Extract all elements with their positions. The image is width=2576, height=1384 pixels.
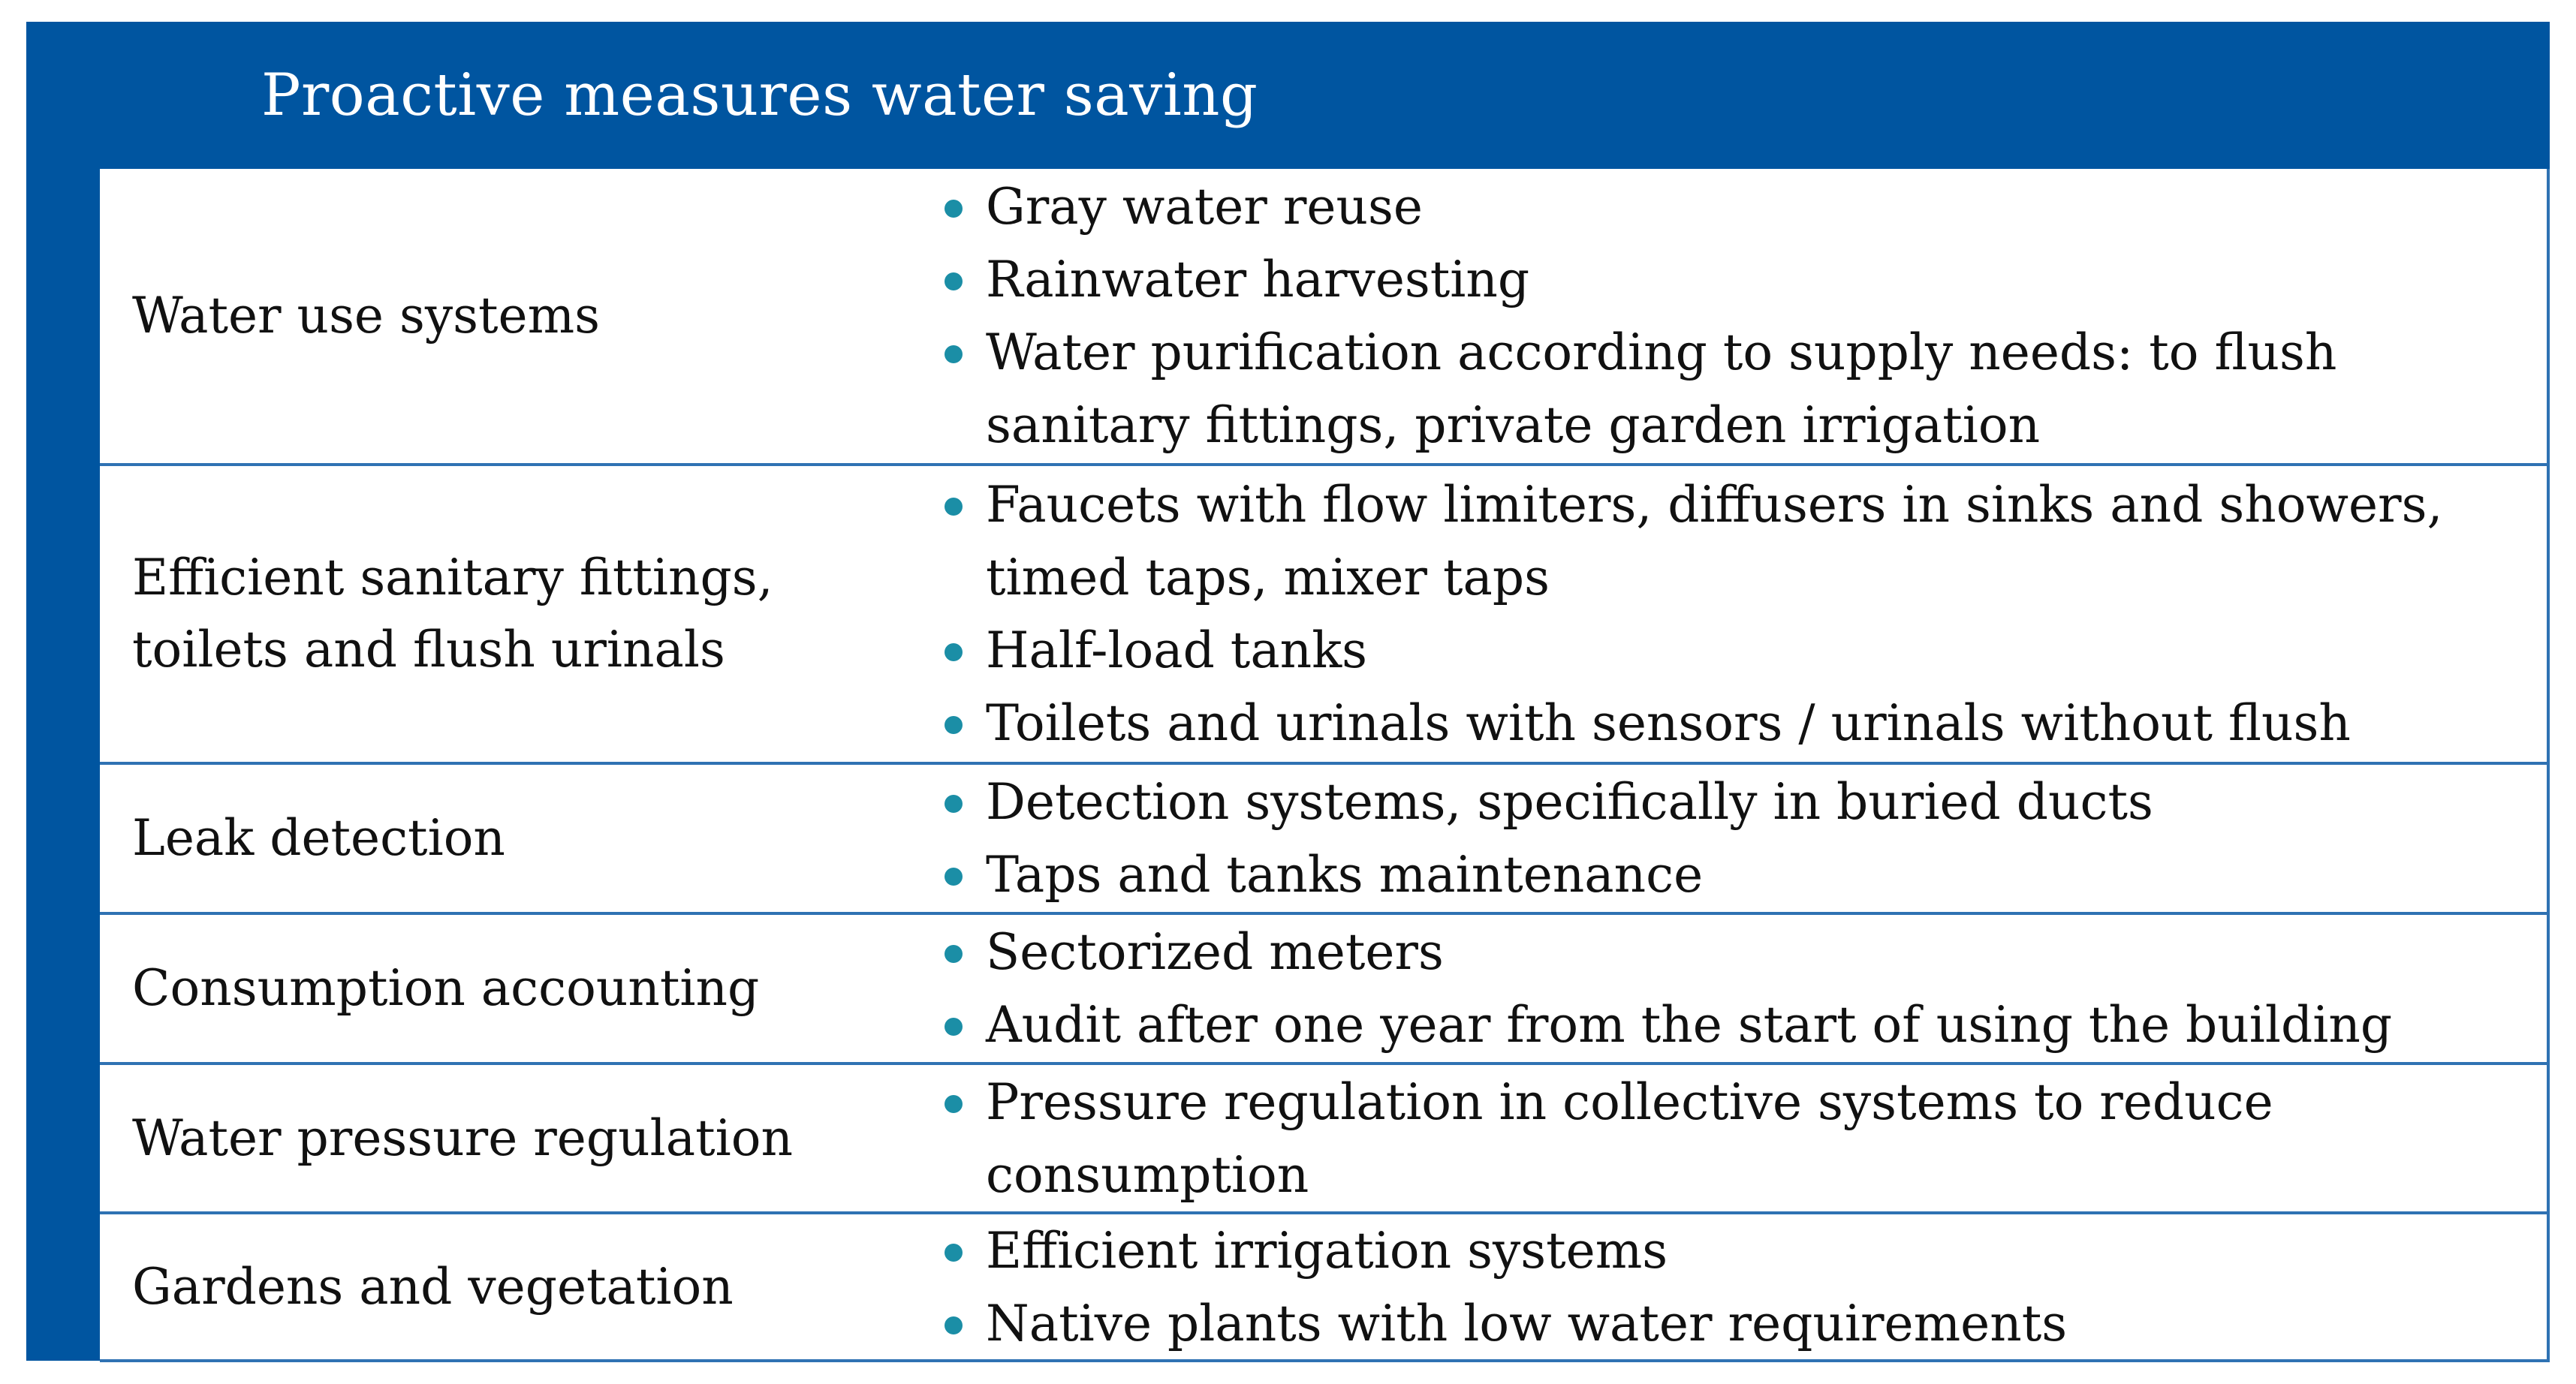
list-item-text: Water purification according to supply n… [986,323,2337,454]
table-row-water-pressure-regulation: Water pressure regulation Pressure regul… [100,1062,2547,1211]
row-items: Gray water reuse Rainwater harvesting Wa… [939,169,2517,463]
list-item-text: Half-load tanks [986,621,1368,679]
table-row-leak-detection: Leak detection Detection systems, specif… [100,762,2547,912]
bullet-icon [945,716,963,734]
list-item-text: Efficient irrigation systems [986,1221,1668,1280]
list-item-text: Detection systems, specifically in burie… [986,773,2153,831]
table-row-consumption-accounting: Consumption accounting Sectorized meters… [100,912,2547,1062]
bullet-icon [945,795,963,813]
table-row-efficient-sanitary-fittings: Efficient sanitary fittings, toilets and… [100,463,2547,762]
row-label-line: Efficient sanitary fittings, [132,549,773,606]
list-item: Native plants with low water requirement… [939,1287,2517,1360]
row-label: Gardens and vegetation [132,1214,898,1359]
list-item-text: Taps and tanks maintenance [986,846,1704,904]
bullet-icon [945,1094,963,1113]
row-label: Leak detection [132,765,898,912]
list-item: Audit after one year from the start of u… [939,988,2517,1061]
list-item: Toilets and urinals with sensors / urina… [939,687,2517,760]
list-item-text: Rainwater harvesting [986,251,1530,308]
measures-table: Water use systems Gray water reuse Rainw… [100,169,2550,1362]
table-row-gardens-and-vegetation: Gardens and vegetation Efficient irrigat… [100,1211,2547,1359]
row-label: Efficient sanitary fittings, toilets and… [132,466,898,762]
row-items: Sectorized meters Audit after one year f… [939,915,2517,1062]
list-item: Detection systems, specifically in burie… [939,766,2517,838]
bullet-icon [945,200,963,218]
row-label-line: Gardens and vegetation [132,1257,734,1316]
bullet-icon [945,345,963,363]
list-item: Sectorized meters [939,916,2517,988]
left-accent-bar [26,22,100,1361]
list-item-text: Toilets and urinals with sensors / urina… [986,694,2351,752]
row-label-line: Water use systems [132,287,601,344]
table-title: Proactive measures water saving [261,62,1258,129]
row-label-line: Water pressure regulation [132,1109,793,1167]
list-item-text: Pressure regulation in collective system… [986,1073,2273,1204]
row-label-line: toilets and flush urinals [132,621,725,678]
row-label: Consumption accounting [132,915,898,1062]
row-label: Water pressure regulation [132,1065,898,1211]
row-label-line: Leak detection [132,809,505,867]
row-label-line: Consumption accounting [132,959,760,1017]
bullet-icon [945,868,963,886]
bullet-icon [945,272,963,290]
list-item: Faucets with flow limiters, diffusers in… [939,468,2517,614]
row-items: Faucets with flow limiters, diffusers in… [939,466,2517,762]
list-item-text: Faucets with flow limiters, diffusers in… [986,476,2443,606]
bullet-icon [945,945,963,963]
list-item: Taps and tanks maintenance [939,838,2517,911]
bullet-icon [945,1243,963,1262]
list-item: Rainwater harvesting [939,243,2517,316]
list-item-text: Audit after one year from the start of u… [986,996,2393,1054]
table-header: Proactive measures water saving [100,22,2550,169]
measures-table-figure: Proactive measures water saving Water us… [26,22,2550,1362]
list-item: Water purification according to supply n… [939,316,2517,462]
bullet-icon [945,498,963,516]
list-item-text: Native plants with low water requirement… [986,1294,2068,1352]
list-item: Pressure regulation in collective system… [939,1066,2517,1211]
list-item-text: Sectorized meters [986,923,1444,981]
row-label: Water use systems [132,169,898,463]
list-item: Efficient irrigation systems [939,1214,2517,1287]
row-items: Detection systems, specifically in burie… [939,765,2517,912]
list-item: Half-load tanks [939,614,2517,687]
table-row-water-use-systems: Water use systems Gray water reuse Rainw… [100,169,2547,463]
list-item: Gray water reuse [939,170,2517,243]
bullet-icon [945,1316,963,1334]
list-item-text: Gray water reuse [986,178,1423,236]
row-items: Efficient irrigation systems Native plan… [939,1214,2517,1359]
row-items: Pressure regulation in collective system… [939,1065,2517,1211]
bullet-icon [945,1018,963,1036]
bullet-icon [945,643,963,661]
